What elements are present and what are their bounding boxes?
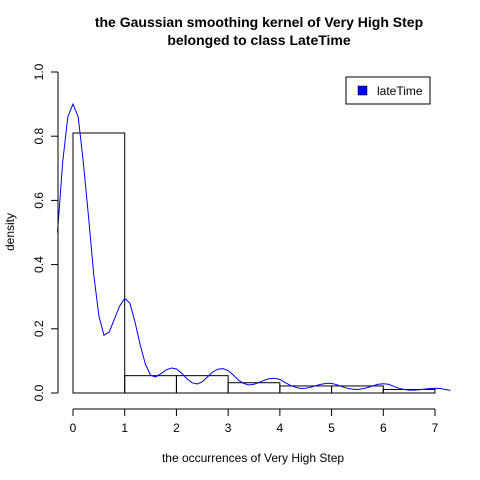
x-tick-label: 4	[277, 421, 284, 435]
legend: lateTime	[345, 76, 431, 105]
x-tick-label: 5	[328, 421, 335, 435]
y-tick-label: 1.0	[32, 63, 46, 80]
legend-swatch	[357, 85, 368, 96]
x-tick-label: 0	[70, 421, 77, 435]
y-tick-label: 0.0	[32, 384, 46, 401]
y-tick-label: 0.4	[32, 256, 46, 273]
y-tick-label: 0.6	[32, 192, 46, 209]
density-curve	[57, 102, 451, 391]
y-axis-label: density	[3, 213, 17, 251]
x-axis-label: the occurrences of Very High Step	[162, 451, 344, 465]
x-tick-label: 7	[432, 421, 439, 435]
histogram-bar	[382, 388, 436, 394]
y-tick-label: 0.2	[32, 320, 46, 337]
x-tick-label: 6	[380, 421, 387, 435]
y-tick-label: 0.8	[32, 128, 46, 145]
legend-label: lateTime	[377, 84, 423, 98]
histogram-bar	[72, 132, 126, 394]
x-tick-label: 3	[225, 421, 232, 435]
x-axis-ticks: 0 1 2 3 4 5 6 7	[70, 409, 439, 435]
chart-title-line-1: the Gaussian smoothing kernel of Very Hi…	[95, 14, 423, 30]
x-tick-label: 2	[173, 421, 180, 435]
chart-title-line-2: belonged to class LateTime	[167, 32, 351, 48]
y-axis-ticks: 0.0 0.2 0.4 0.6 0.8 1.0	[32, 63, 58, 401]
x-tick-label: 1	[121, 421, 128, 435]
